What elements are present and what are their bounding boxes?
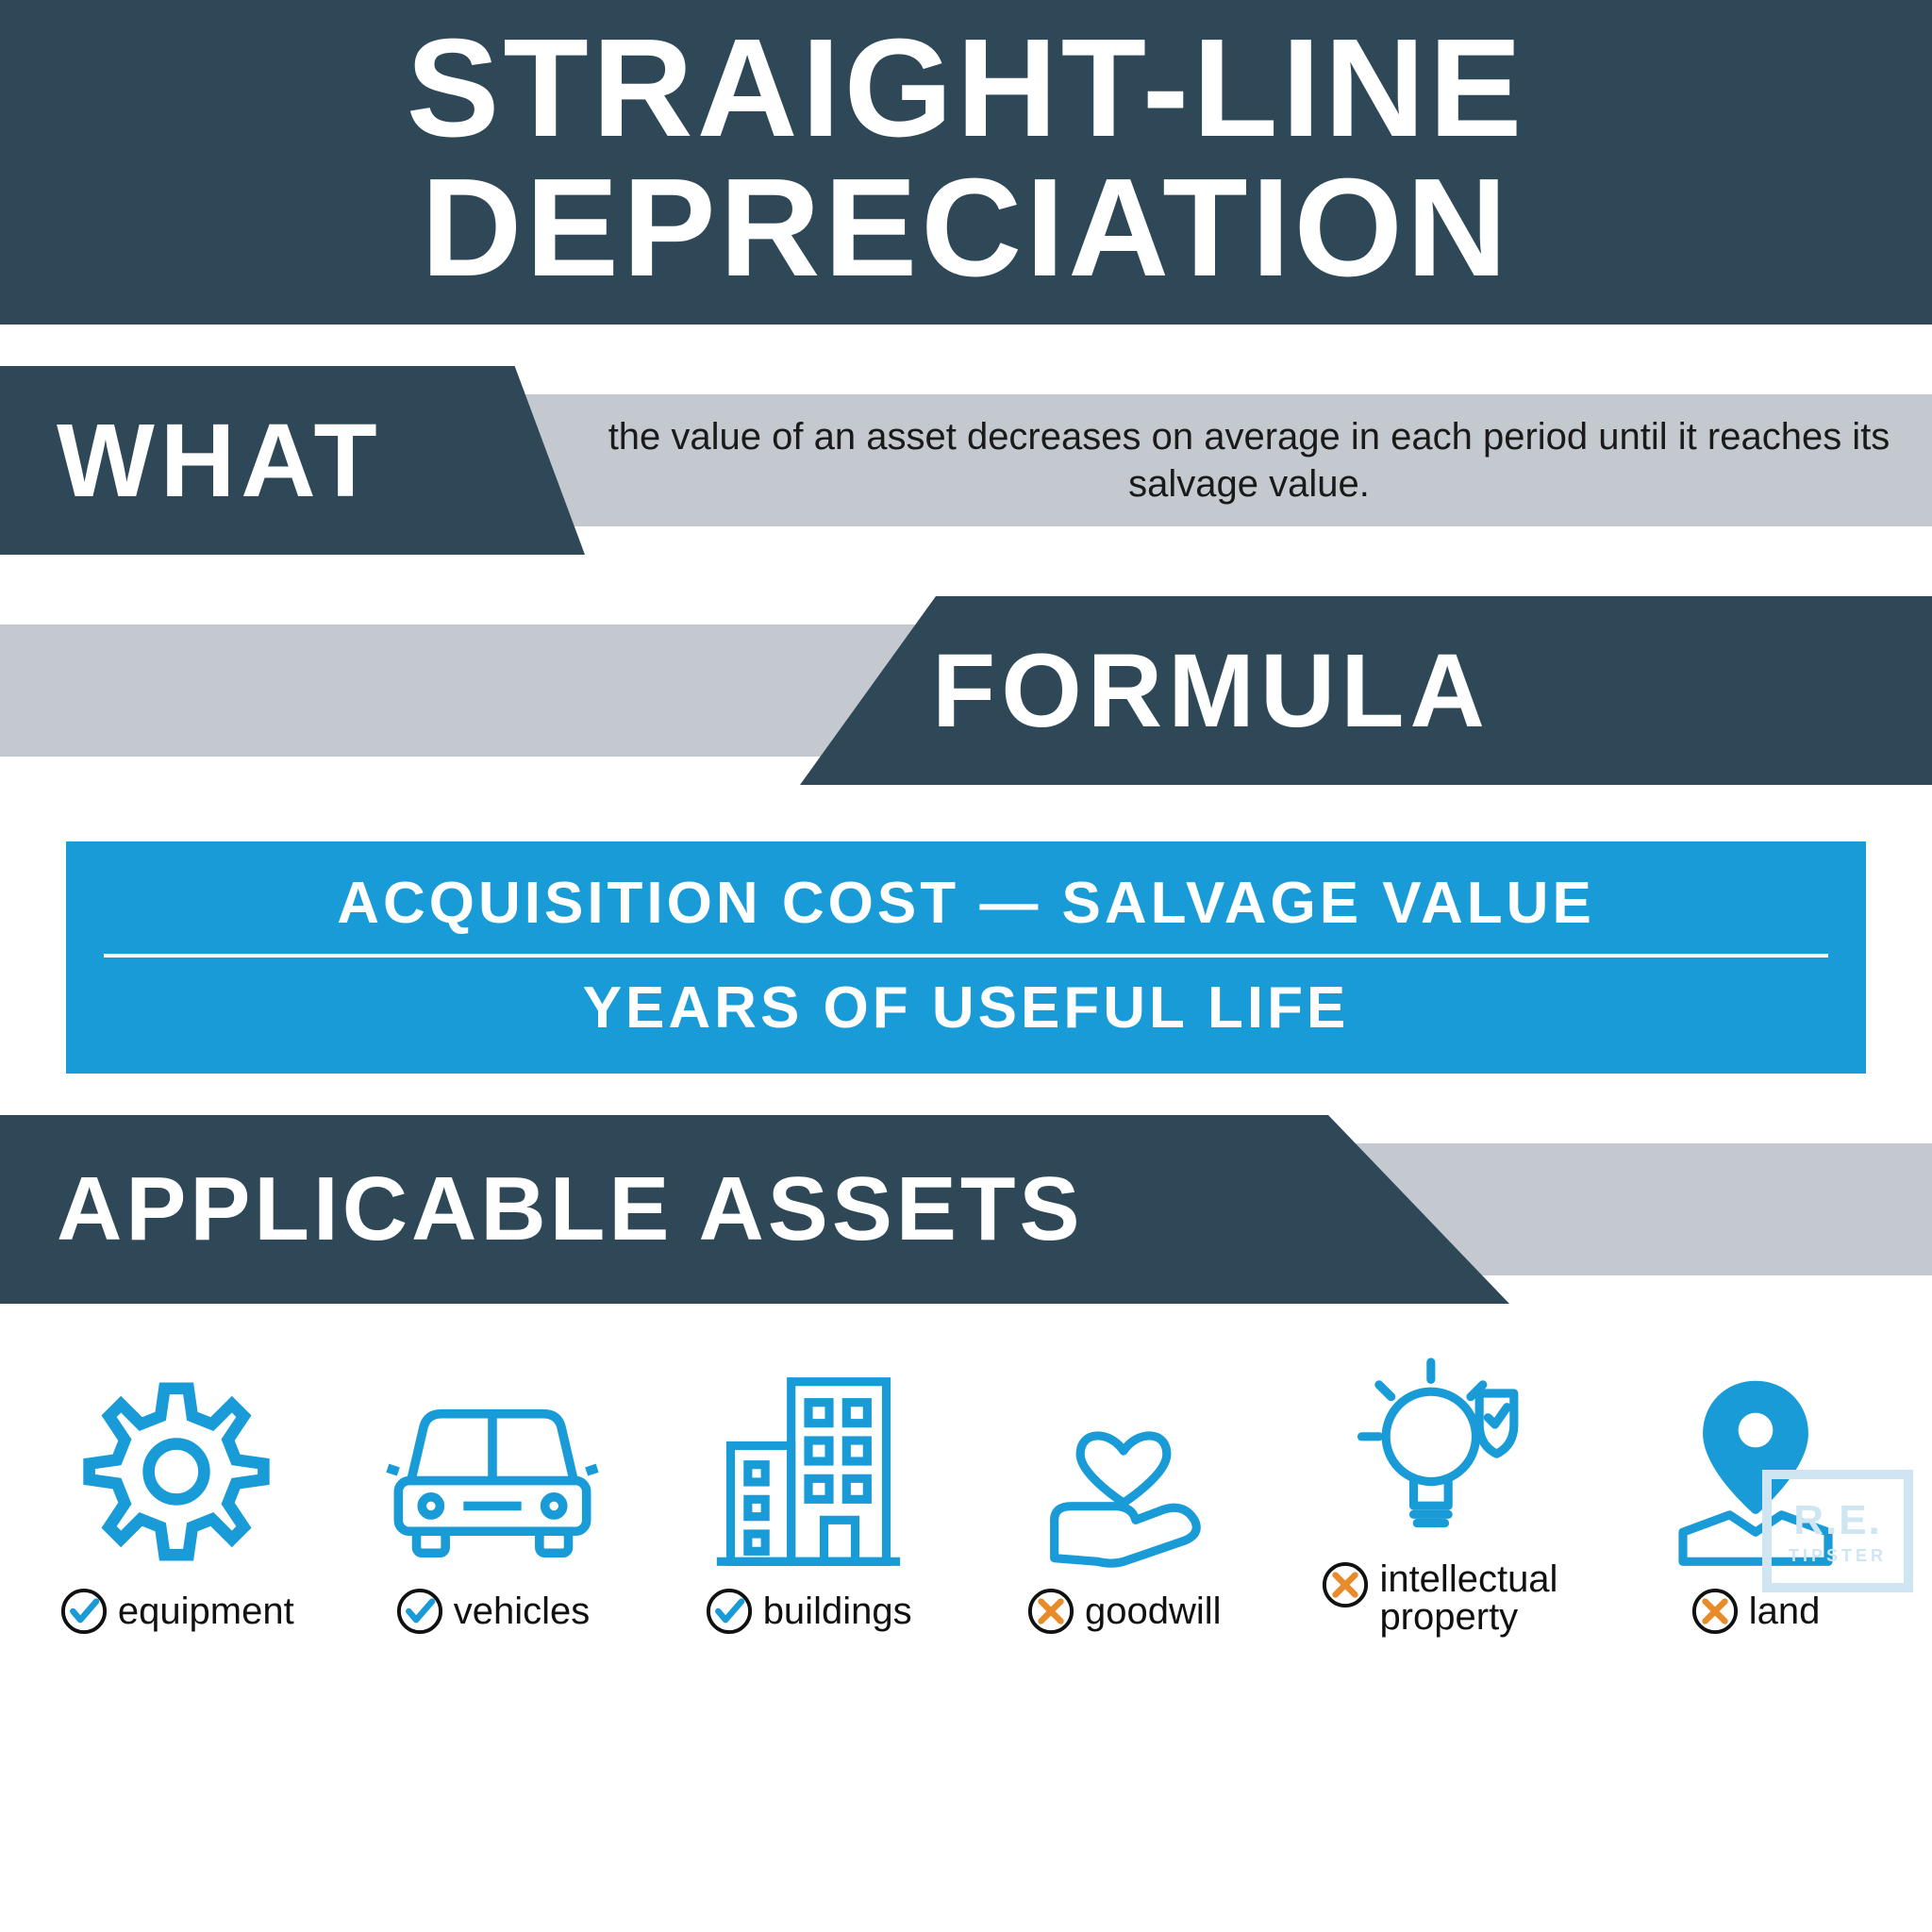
- asset-label: intellectualproperty: [1379, 1560, 1557, 1636]
- asset-goodwill: goodwill: [973, 1368, 1274, 1636]
- cross-icon: [1690, 1587, 1740, 1636]
- title-banner: STRAIGHT-LINE DEPRECIATION: [0, 0, 1932, 325]
- lightbulb-icon: [1341, 1341, 1539, 1549]
- check-icon: [59, 1587, 108, 1636]
- watermark-main: R.E.: [1793, 1497, 1882, 1544]
- check-icon: [705, 1587, 754, 1636]
- watermark: R.E. TIPSTER: [1762, 1470, 1913, 1592]
- what-row: WHAT the value of an asset decreases on …: [0, 366, 1932, 555]
- assets-list: equipment vehicles: [0, 1304, 1932, 1636]
- cross-icon: [1026, 1587, 1075, 1636]
- gear-icon: [77, 1373, 275, 1571]
- asset-vehicles: vehicles: [341, 1368, 643, 1636]
- car-icon: [384, 1377, 601, 1566]
- asset-label: vehicles: [454, 1592, 591, 1630]
- asset-label: land: [1749, 1592, 1821, 1630]
- applicable-row: APPLICABLE ASSETS: [0, 1115, 1932, 1304]
- goodwill-icon: [1024, 1368, 1223, 1575]
- what-description: the value of an asset decreases on avera…: [604, 394, 1894, 526]
- cross-icon: [1321, 1560, 1370, 1609]
- what-heading: WHAT: [57, 401, 383, 521]
- asset-label: equipment: [118, 1592, 294, 1630]
- title-line1: STRAIGHT-LINE: [0, 19, 1932, 158]
- asset-intellectual-property: intellectualproperty: [1289, 1341, 1591, 1636]
- formula-tab: FORMULA: [800, 596, 1932, 785]
- formula-row: FORMULA: [0, 596, 1932, 785]
- asset-buildings: buildings: [658, 1368, 959, 1636]
- formula-numerator: ACQUISITION COST — SALVAGE VALUE: [104, 870, 1828, 958]
- asset-label: goodwill: [1085, 1592, 1222, 1630]
- applicable-tab: APPLICABLE ASSETS: [0, 1115, 1509, 1304]
- title-line2: DEPRECIATION: [0, 158, 1932, 298]
- asset-label: buildings: [763, 1592, 912, 1630]
- watermark-sub: TIPSTER: [1789, 1546, 1887, 1566]
- building-icon: [709, 1368, 908, 1575]
- formula-heading: FORMULA: [932, 631, 1491, 751]
- formula-box: ACQUISITION COST — SALVAGE VALUE YEARS O…: [66, 841, 1866, 1074]
- asset-equipment: equipment: [25, 1368, 327, 1636]
- check-icon: [395, 1587, 444, 1636]
- applicable-heading: APPLICABLE ASSETS: [57, 1158, 1084, 1261]
- formula-denominator: YEARS OF USEFUL LIFE: [104, 958, 1828, 1041]
- what-tab: WHAT: [0, 366, 585, 555]
